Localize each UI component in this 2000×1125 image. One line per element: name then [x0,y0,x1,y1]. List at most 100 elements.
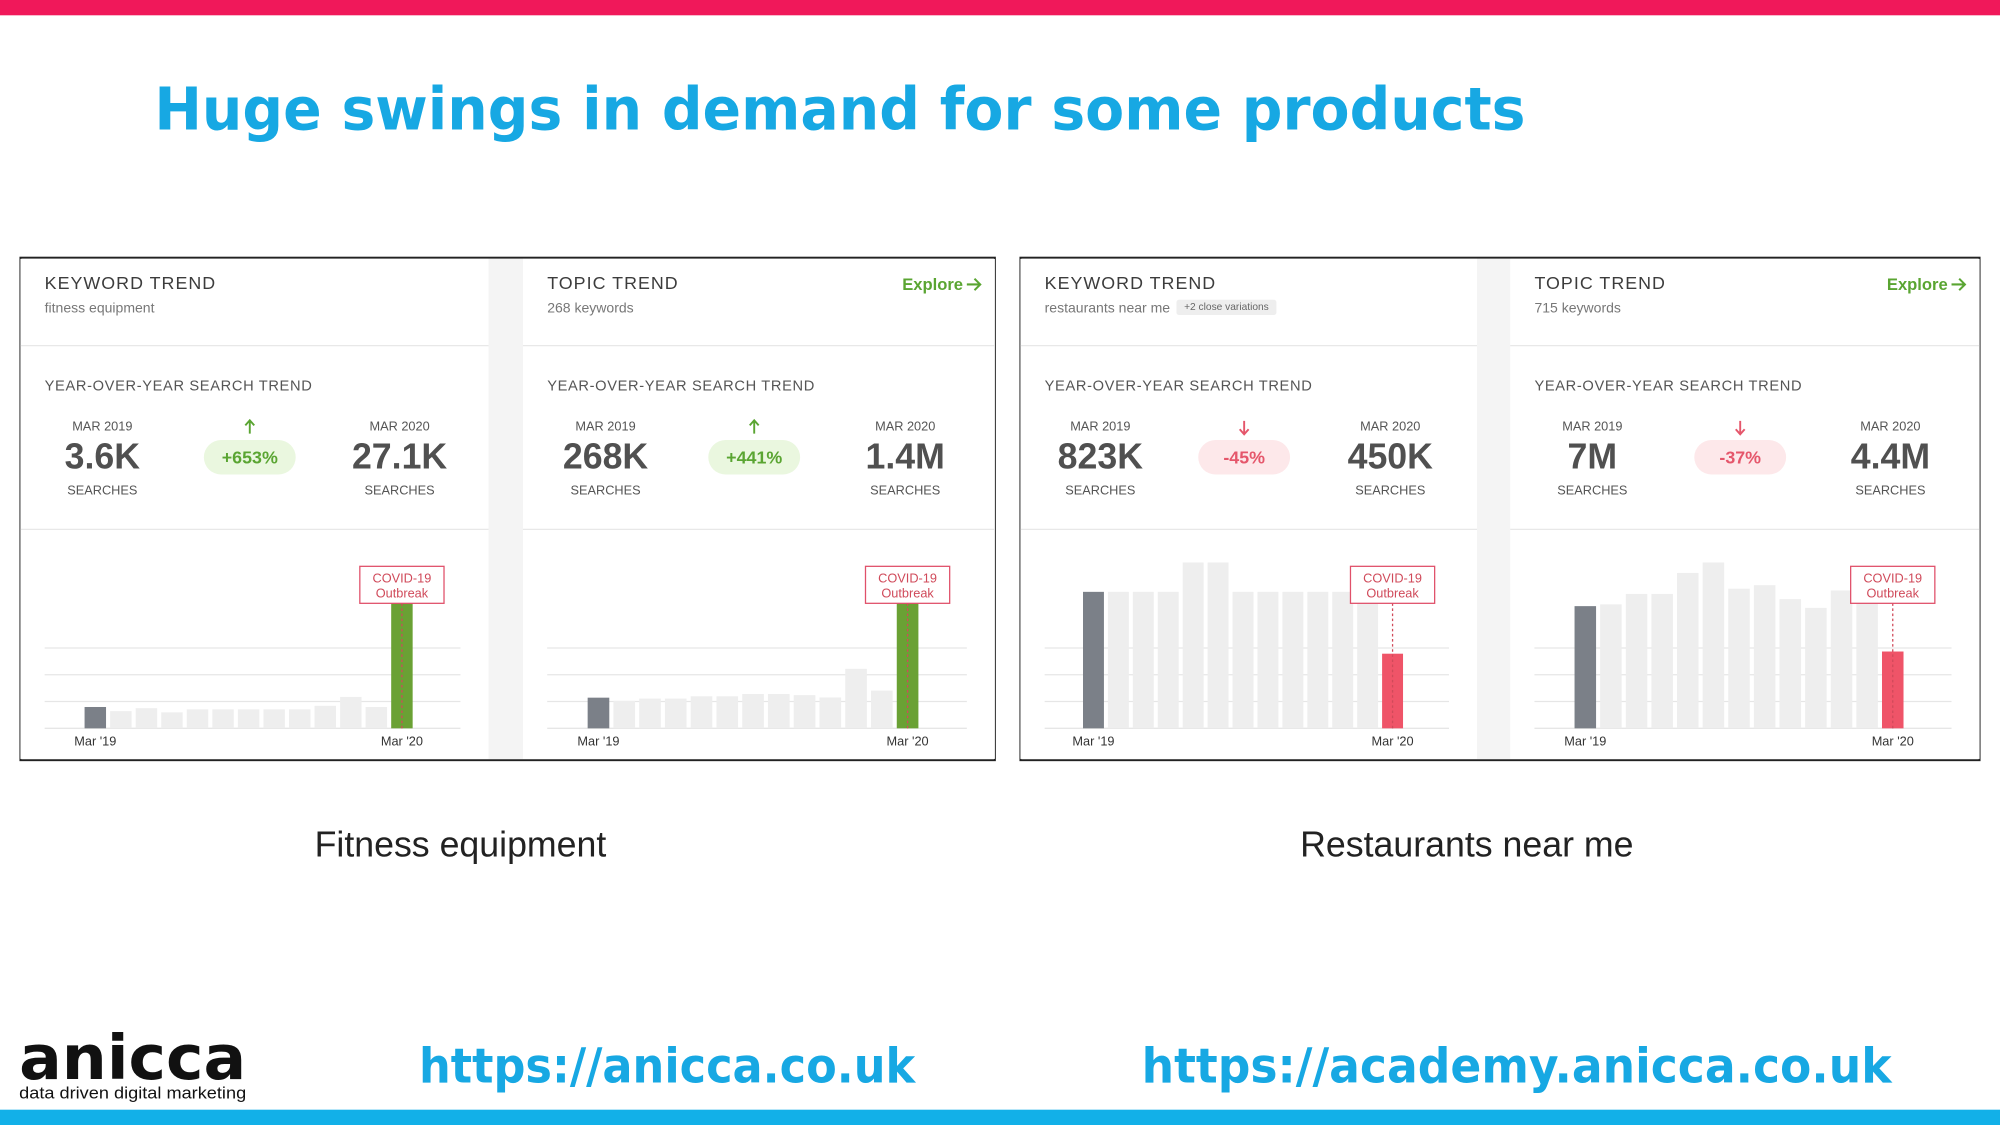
bar [365,706,388,729]
stat-period: MAR 2019 [1562,419,1622,434]
bar [1157,591,1179,729]
bar [391,567,413,729]
annotation-text: Outbreak [881,586,934,601]
bar [1132,591,1154,729]
bar [314,705,336,729]
bar [896,568,919,729]
x-tick-label: Mar '19 [74,734,116,749]
annotation-text: Outbreak [1867,586,1920,601]
link[interactable]: https://academy.anicca.co.uk [1142,1038,1894,1094]
stat-unit: SEARCHES [365,482,435,497]
bar [793,695,816,729]
stat-unit: SEARCHES [1855,482,1925,497]
annotation-box [359,565,445,604]
section-label: YEAR-OVER-YEAR SEARCH TREND [45,378,313,394]
bottom-bar [0,1109,2000,1125]
section-label: YEAR-OVER-YEAR SEARCH TREND [1534,378,1802,394]
top-bar [0,0,2000,16]
bar [212,709,234,729]
annotation-text: Outbreak [376,586,429,601]
bar [1574,606,1597,729]
bar [1625,593,1648,729]
stat-unit: SEARCHES [1557,482,1627,497]
bar [1282,591,1304,729]
change-pill [1694,440,1787,475]
bar [263,709,285,729]
bar [639,698,661,729]
bar [340,696,362,729]
stat-period: MAR 2019 [72,419,132,434]
change-value: +653% [222,447,278,467]
bar [742,694,764,729]
bar [664,698,687,729]
x-tick-label: Mar '19 [1564,734,1606,749]
change-pill [708,440,801,475]
bar [288,709,311,729]
caption: Fitness equipment [315,824,607,864]
bar [587,697,610,729]
trend-arrow [1238,420,1250,436]
bar [1830,590,1853,729]
stat-period: MAR 2019 [575,419,635,434]
change-value: -45% [1223,447,1265,467]
change-pill [1198,440,1291,475]
card-subtitle: fitness equipment [45,299,155,315]
trend-arrow [244,418,255,434]
annotation-text: COVID-19 [1863,570,1922,585]
annotation-text: COVID-19 [373,570,432,585]
stat-unit: SEARCHES [1355,482,1425,497]
x-tick-label: Mar '20 [1372,734,1414,749]
change-pill [203,440,296,475]
caption: Restaurants near me [1300,824,1633,864]
link[interactable]: https://anicca.co.uk [419,1038,917,1094]
card-title: KEYWORD TREND [1045,273,1217,293]
stat-value: 27.1K [352,437,447,477]
annotation-text: COVID-19 [1363,570,1422,585]
stat-value: 1.4M [866,437,945,477]
explore-link[interactable]: Explore [1887,275,1948,294]
bar [1357,591,1379,729]
bar [1856,590,1878,729]
bar [110,711,132,729]
stat-unit: SEARCHES [1065,482,1135,497]
bar [1083,591,1104,729]
stat-period: MAR 2020 [875,419,935,434]
bar [1257,591,1279,729]
bar [613,700,636,729]
explore-link[interactable]: Explore [902,275,963,294]
bar [1677,572,1699,729]
stat-value: 823K [1058,437,1144,477]
bar [84,706,107,729]
explore-arrow [966,277,982,291]
bar [1307,591,1329,729]
stat-value: 450K [1348,437,1434,477]
badge [1176,299,1277,316]
x-tick-label: Mar '19 [1072,734,1114,749]
trend-card: TOPIC TREND 715 keywords Explore YEAR-OVER-… [1510,258,1980,759]
bar [1881,651,1904,729]
trend-card: TOPIC TREND 268 keywords Explore YEAR-OVER-… [522,258,995,759]
bar [135,708,158,729]
bar [767,694,790,729]
x-tick-label: Mar '19 [577,734,619,749]
bar [1753,585,1776,729]
badge-text: +2 close variations [1184,302,1269,313]
bar [845,668,867,729]
bar [819,697,842,729]
bar [690,696,713,729]
stat-value: 3.6K [65,437,141,477]
x-tick-label: Mar '20 [381,734,423,749]
x-tick-label: Mar '20 [887,734,929,749]
stat-value: 268K [563,437,649,477]
card-title: TOPIC TREND [547,273,679,293]
section-label: YEAR-OVER-YEAR SEARCH TREND [1045,378,1313,394]
bar [1207,562,1229,729]
explore-arrow [1951,277,1967,291]
stat-period: MAR 2020 [1860,419,1920,434]
stat-unit: SEARCHES [570,482,640,497]
stat-unit: SEARCHES [870,482,940,497]
stat-unit: SEARCHES [67,482,137,497]
stat-value: 4.4M [1851,437,1930,477]
